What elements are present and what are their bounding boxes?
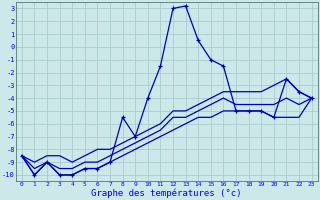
X-axis label: Graphe des températures (°c): Graphe des températures (°c) — [92, 188, 242, 198]
